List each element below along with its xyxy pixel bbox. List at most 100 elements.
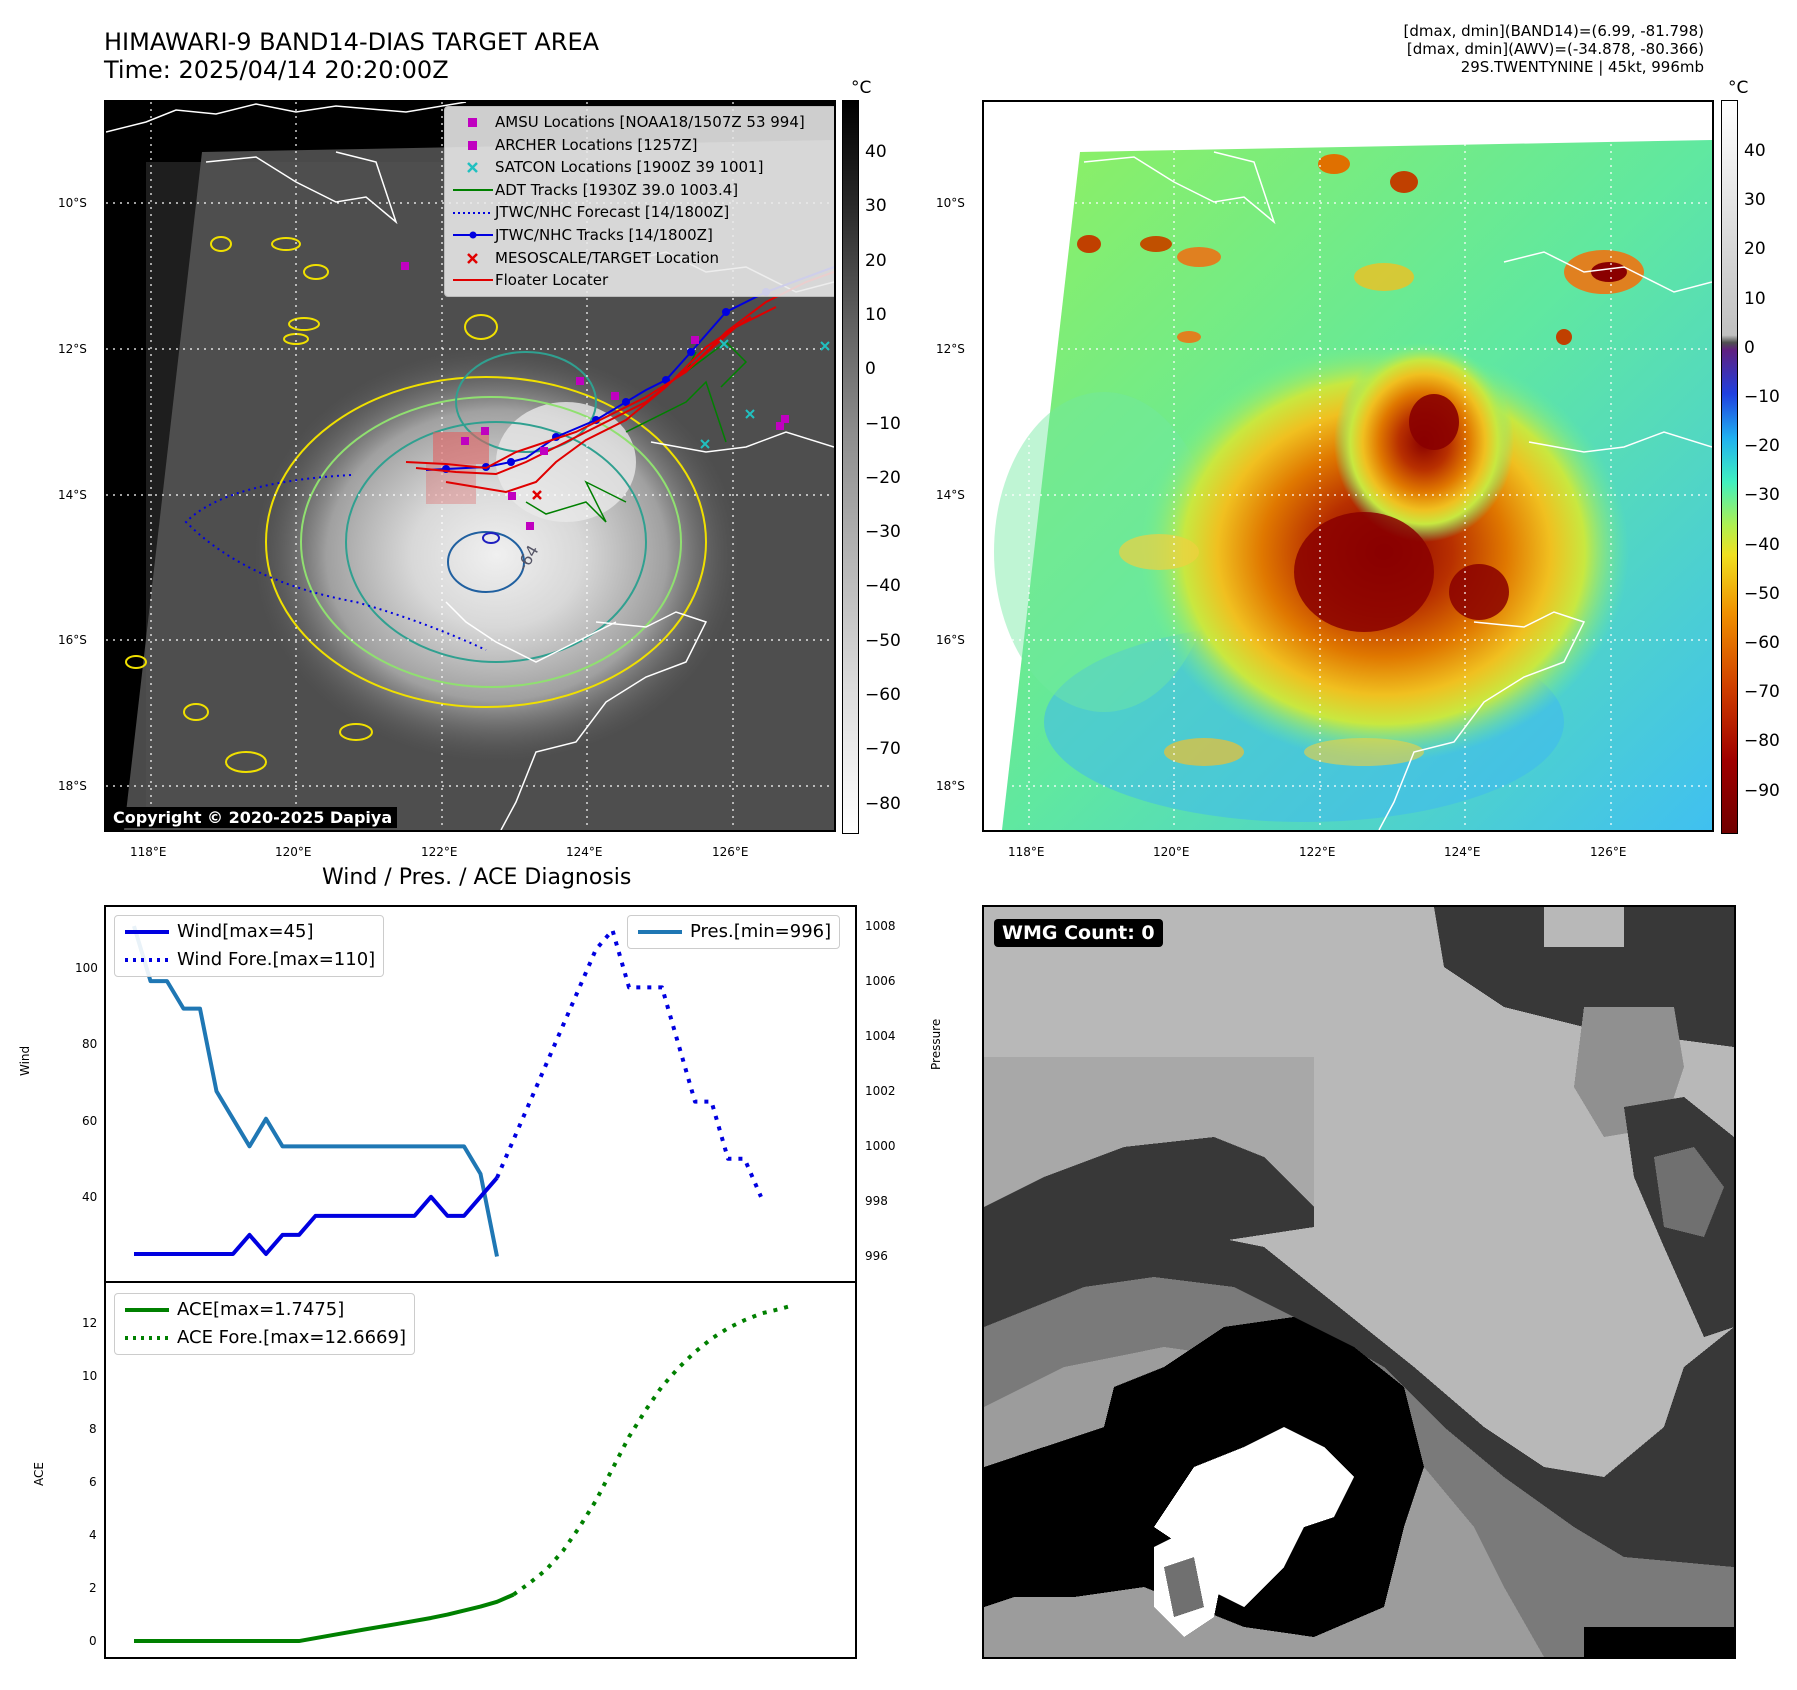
color-colorbar-tick: −50 bbox=[1744, 583, 1780, 604]
pressure-axis-label: Pressure bbox=[929, 1018, 943, 1070]
y-tick-label: 0 bbox=[89, 1634, 97, 1649]
wmg-dark-band-west bbox=[984, 1137, 1314, 1277]
y-tick-label: 4 bbox=[89, 1527, 97, 1542]
amsu-archer-markers bbox=[401, 262, 789, 530]
wmg-image bbox=[984, 907, 1734, 1657]
legend-symbol bbox=[468, 140, 477, 150]
y-right-tick-label: 1004 bbox=[865, 1029, 896, 1044]
contour-lightgreen bbox=[300, 396, 682, 688]
color-colorbar bbox=[1721, 100, 1738, 834]
y-right-tick-label: 996 bbox=[865, 1249, 888, 1264]
y-tick-label: 60 bbox=[82, 1113, 98, 1128]
stats-block: [dmax, dmin](BAND14)=(6.99, -81.798) [dm… bbox=[1404, 22, 1704, 76]
legend-label: JTWC/NHC Forecast [14/1800Z] bbox=[495, 203, 730, 222]
legend-label: MESOSCALE/TARGET Location bbox=[495, 248, 720, 267]
color-colorbar-tick: −70 bbox=[1744, 682, 1780, 703]
chart-time: Time: 2025/04/14 20:20:00Z bbox=[104, 56, 449, 84]
legend-symbol bbox=[468, 118, 477, 128]
central-dense-overcast bbox=[1294, 512, 1434, 632]
left-map-lat-tick: 10°S bbox=[58, 196, 87, 210]
gray-colorbar-tick: 40 bbox=[865, 142, 887, 162]
y-tick-label: 8 bbox=[89, 1421, 97, 1436]
map-legend-item: AMSU Locations [NOAA18/1507Z 53 994] bbox=[451, 111, 834, 134]
legend-symbol bbox=[453, 279, 493, 282]
east-cell-core bbox=[1449, 564, 1509, 620]
left-map-lon-tick: 122°E bbox=[421, 845, 458, 859]
convection-rings bbox=[125, 236, 498, 773]
legend-symbol bbox=[467, 252, 478, 264]
map-legend: AMSU Locations [NOAA18/1507Z 53 994] ARCH… bbox=[444, 106, 834, 297]
gray-colorbar-tick: −80 bbox=[865, 793, 901, 814]
left-map-lat-tick: 16°S bbox=[58, 633, 87, 647]
satcon-markers bbox=[700, 339, 830, 449]
color-colorbar-tick: −60 bbox=[1744, 633, 1780, 653]
pressure-legend-label: Pres.[min=996] bbox=[690, 921, 832, 942]
ace-legend-label: ACE[max=1.7475] bbox=[177, 1299, 345, 1320]
ace-axis-label: ACE bbox=[32, 1462, 46, 1486]
gray-colorbar-tick: 30 bbox=[865, 196, 887, 217]
y-right-tick-label: 1000 bbox=[865, 1139, 896, 1154]
ace-fore-max-12-6669--line bbox=[512, 1303, 795, 1597]
color-colorbar-tick: 0 bbox=[1744, 337, 1755, 358]
map-legend-item: JTWC/NHC Tracks [14/1800Z] bbox=[451, 224, 834, 247]
stats-band14: [dmax, dmin](BAND14)=(6.99, -81.798) bbox=[1403, 22, 1704, 40]
contour-blue bbox=[447, 531, 525, 593]
ace-forecast-legend-label: ACE Fore.[max=12.6669] bbox=[177, 1327, 406, 1348]
color-colorbar-tick: −90 bbox=[1744, 780, 1780, 801]
legend-label: ADT Tracks [1930Z 39.0 1003.4] bbox=[495, 180, 739, 199]
gray-colorbar-tick: −20 bbox=[865, 467, 901, 488]
ir-map-panel: -64 bbox=[104, 100, 836, 832]
gray-colorbar bbox=[842, 100, 859, 834]
wmg-count-badge: WMG Count: 0 bbox=[994, 919, 1163, 947]
floater-locater-tracks bbox=[405, 271, 834, 494]
wmg-panel: WMG Count: 0 bbox=[982, 905, 1736, 1659]
right-map-lat-tick: 18°S bbox=[936, 779, 965, 793]
right-map-lon-tick: 122°E bbox=[1299, 845, 1336, 859]
left-map-lat-tick: 18°S bbox=[58, 779, 87, 793]
right-map-lon-tick: 126°E bbox=[1590, 845, 1627, 859]
left-map-lon-tick: 124°E bbox=[566, 845, 603, 859]
target-box bbox=[433, 432, 489, 464]
right-map-lat-tick: 14°S bbox=[936, 488, 965, 502]
gray-colorbar-tick: −30 bbox=[865, 522, 901, 543]
ace-legend: ACE[max=1.7475] ACE Fore.[max=12.6669] bbox=[114, 1293, 415, 1355]
map-legend-item: JTWC/NHC Forecast [14/1800Z] bbox=[451, 201, 834, 224]
legend-label: AMSU Locations [NOAA18/1507Z 53 994] bbox=[495, 113, 805, 131]
stats-awv: [dmax, dmin](AWV)=(-34.878, -80.366) bbox=[1406, 40, 1704, 58]
wind-legend: Wind[max=45] Wind Fore.[max=110] bbox=[114, 915, 385, 977]
right-map-lon-tick: 120°E bbox=[1153, 845, 1190, 859]
color-ir-map-image bbox=[984, 102, 1712, 830]
gray-colorbar-tick: 10 bbox=[865, 304, 887, 325]
contour-core bbox=[482, 532, 500, 544]
gray-colorbar-tick: −40 bbox=[865, 576, 901, 597]
contour-teal bbox=[345, 421, 647, 663]
right-map-lat-tick: 16°S bbox=[936, 633, 965, 647]
gray-colorbar-tick: −60 bbox=[865, 685, 901, 705]
left-map-lon-tick: 118°E bbox=[130, 845, 167, 859]
color-colorbar-tick: −30 bbox=[1744, 485, 1780, 506]
legend-label: JTWC/NHC Tracks [14/1800Z] bbox=[495, 225, 713, 244]
y-tick-label: 80 bbox=[82, 1037, 98, 1052]
storm-id: 29S.TWENTYNINE | 45kt, 996mb bbox=[1460, 58, 1704, 76]
legend-label: SATCON Locations [1900Z 39 1001] bbox=[495, 158, 764, 177]
map-legend-item: ADT Tracks [1930Z 39.0 1003.4] bbox=[451, 179, 834, 202]
color-map-gridlines bbox=[984, 102, 1712, 830]
copyright-label: Copyright © 2020-2025 Dapiya bbox=[108, 807, 398, 828]
map-legend-item: Floater Locater bbox=[451, 269, 834, 292]
north-cell-core bbox=[1409, 394, 1459, 450]
gray-colorbar-tick: 20 bbox=[865, 250, 887, 271]
y-right-tick-label: 1002 bbox=[865, 1084, 896, 1099]
color-ir-map-panel bbox=[982, 100, 1714, 832]
color-colorbar-tick: 10 bbox=[1744, 288, 1766, 309]
y-tick-label: 12 bbox=[82, 1315, 98, 1330]
right-map-lat-tick: 12°S bbox=[936, 342, 965, 356]
wind-max-45--line bbox=[134, 1176, 499, 1256]
color-colorbar-tick: −80 bbox=[1744, 731, 1780, 752]
y-right-tick-label: 1008 bbox=[865, 919, 896, 933]
y-tick-label: 10 bbox=[82, 1368, 98, 1383]
right-map-lat-tick: 10°S bbox=[936, 196, 965, 210]
y-tick-label: 100 bbox=[75, 961, 98, 976]
legend-label: ARCHER Locations [1257Z] bbox=[495, 135, 698, 154]
left-map-lon-tick: 126°E bbox=[712, 845, 749, 859]
mesoscale-target-marker bbox=[532, 490, 542, 500]
